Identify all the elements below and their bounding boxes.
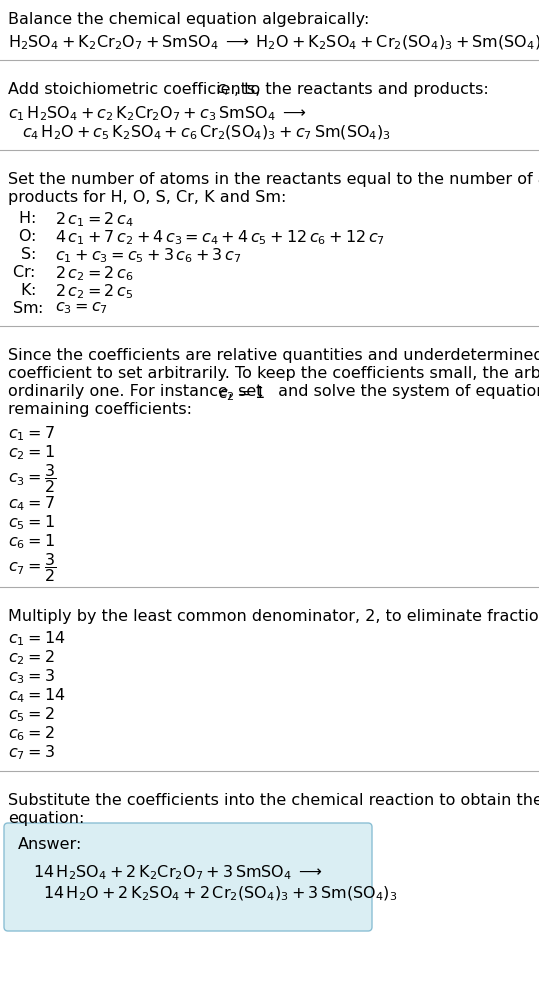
Text: $14\,\mathregular{H_2SO_4} + 2\,\mathregular{K_2Cr_2O_7} + 3\,\mathregular{SmSO_: $14\,\mathregular{H_2SO_4} + 2\,\mathreg… <box>33 863 323 882</box>
Text: Add stoichiometric coefficients,: Add stoichiometric coefficients, <box>8 82 266 97</box>
Text: Multiply by the least common denominator, 2, to eliminate fractional coefficient: Multiply by the least common denominator… <box>8 609 539 624</box>
Text: $c_3 = c_7$: $c_3 = c_7$ <box>55 300 108 316</box>
Text: $c_4\,\mathregular{H_2O} + c_5\,\mathregular{K_2SO_4} + c_6\,\mathregular{Cr_2(S: $c_4\,\mathregular{H_2O} + c_5\,\mathreg… <box>22 124 391 143</box>
Text: Set the number of atoms in the reactants equal to the number of atoms in the: Set the number of atoms in the reactants… <box>8 172 539 187</box>
Text: $2\,c_1 = 2\,c_4$: $2\,c_1 = 2\,c_4$ <box>55 210 134 229</box>
Text: $2\,c_2 = 2\,c_6$: $2\,c_2 = 2\,c_6$ <box>55 264 134 283</box>
Text: ordinarily one. For instance, set: ordinarily one. For instance, set <box>8 384 268 399</box>
Text: Balance the chemical equation algebraically:: Balance the chemical equation algebraica… <box>8 12 369 27</box>
Text: $c_1 = 7$: $c_1 = 7$ <box>8 424 55 443</box>
Text: $\mathregular{Cr}$:: $\mathregular{Cr}$: <box>12 264 35 280</box>
Text: Answer:: Answer: <box>18 837 82 852</box>
Text: $c_6 = 2$: $c_6 = 2$ <box>8 724 54 742</box>
Text: $c_1\,\mathregular{H_2SO_4} + c_2\,\mathregular{K_2Cr_2O_7} + c_3\,\mathregular{: $c_1\,\mathregular{H_2SO_4} + c_2\,\math… <box>8 104 306 123</box>
Text: $c_4 = 7$: $c_4 = 7$ <box>8 494 55 513</box>
Text: $\mathregular{H}$:: $\mathregular{H}$: <box>18 210 36 226</box>
Text: $\mathregular{O}$:: $\mathregular{O}$: <box>18 228 36 244</box>
Text: Since the coefficients are relative quantities and underdetermined, choose a: Since the coefficients are relative quan… <box>8 348 539 363</box>
Text: $\mathregular{S}$:: $\mathregular{S}$: <box>20 246 36 262</box>
Text: coefficient to set arbitrarily. To keep the coefficients small, the arbitrary va: coefficient to set arbitrarily. To keep … <box>8 366 539 381</box>
Text: $c_5 = 2$: $c_5 = 2$ <box>8 705 54 724</box>
Text: $c_2 = 1$: $c_2 = 1$ <box>8 443 55 461</box>
Text: equation:: equation: <box>8 811 85 826</box>
Text: $c_7 = 3$: $c_7 = 3$ <box>8 743 55 761</box>
Text: remaining coefficients:: remaining coefficients: <box>8 402 192 417</box>
FancyBboxPatch shape <box>4 823 372 931</box>
Text: $c_1 = 14$: $c_1 = 14$ <box>8 629 65 647</box>
Text: $c_2 = 2$: $c_2 = 2$ <box>8 648 54 666</box>
Text: $c_7 = \dfrac{3}{2}$: $c_7 = \dfrac{3}{2}$ <box>8 551 56 584</box>
Text: $14\,\mathregular{H_2O} + 2\,\mathregular{K_2SO_4} + 2\,\mathregular{Cr_2(SO_4)_: $14\,\mathregular{H_2O} + 2\,\mathregula… <box>43 885 397 904</box>
Text: $c_i$: $c_i$ <box>216 82 230 98</box>
Text: $c_5 = 1$: $c_5 = 1$ <box>8 513 55 532</box>
Text: $2\,c_2 = 2\,c_5$: $2\,c_2 = 2\,c_5$ <box>55 282 133 301</box>
Text: $4\,c_1 + 7\,c_2 + 4\,c_3 = c_4 + 4\,c_5 + 12\,c_6 + 12\,c_7$: $4\,c_1 + 7\,c_2 + 4\,c_3 = c_4 + 4\,c_5… <box>55 228 385 247</box>
Text: $c_3 = \dfrac{3}{2}$: $c_3 = \dfrac{3}{2}$ <box>8 462 56 495</box>
Text: $c_2 = 1$: $c_2 = 1$ <box>218 384 265 403</box>
Text: $c_1 + c_3 = c_5 + 3\,c_6 + 3\,c_7$: $c_1 + c_3 = c_5 + 3\,c_6 + 3\,c_7$ <box>55 246 241 264</box>
Text: $c_3 = 3$: $c_3 = 3$ <box>8 667 55 686</box>
Text: and solve the system of equations for the: and solve the system of equations for th… <box>273 384 539 399</box>
Text: , to the reactants and products:: , to the reactants and products: <box>234 82 489 97</box>
Text: $\mathregular{Sm}$:: $\mathregular{Sm}$: <box>12 300 43 316</box>
Text: Substitute the coefficients into the chemical reaction to obtain the balanced: Substitute the coefficients into the che… <box>8 793 539 808</box>
Text: $\mathregular{K}$:: $\mathregular{K}$: <box>20 282 36 298</box>
Text: $c_6 = 1$: $c_6 = 1$ <box>8 532 55 550</box>
Text: $\mathregular{H_2SO_4 + K_2Cr_2O_7 + SmSO_4\;\longrightarrow\;H_2O + K_2SO_4 + C: $\mathregular{H_2SO_4 + K_2Cr_2O_7 + SmS… <box>8 34 539 52</box>
Text: products for H, O, S, Cr, K and Sm:: products for H, O, S, Cr, K and Sm: <box>8 190 286 205</box>
Text: $c_4 = 14$: $c_4 = 14$ <box>8 686 65 705</box>
